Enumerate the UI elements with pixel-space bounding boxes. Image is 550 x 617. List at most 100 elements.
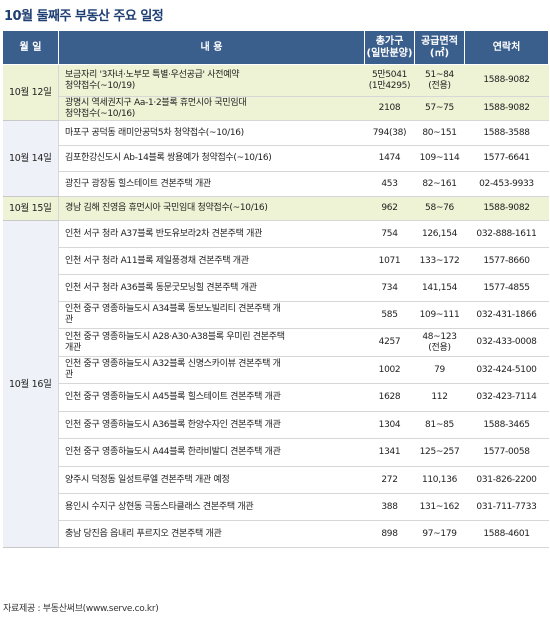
total-units-cell: 453	[364, 171, 415, 197]
contact-cell: 1588-3588	[464, 120, 549, 146]
header-total-units: 총가구 (일반분양)	[364, 30, 415, 65]
total-units-cell: 1341	[364, 438, 415, 467]
total-units-cell: 4257	[364, 328, 415, 357]
contact-cell: 032-888-1611	[464, 220, 549, 248]
supply-area-cell: 126,154	[414, 220, 465, 248]
total-units-cell: 1474	[364, 145, 415, 172]
page-title: 10월 둘째주 부동산 주요 일정	[4, 9, 164, 24]
table-row: 10월 15일 경남 김해 진영읍 휴먼시아 국민임대 청약접수(~10/16) 9…	[2, 196, 549, 221]
contact-cell: 1577-6641	[464, 145, 549, 172]
supply-area-cell: 57~75	[414, 96, 465, 121]
total-units-cell: 794(38)	[364, 120, 415, 146]
table-row: 김포한강신도시 Ab-14블록 쌍용예가 청약접수(~10/16) 1474 109…	[3, 145, 549, 172]
supply-area-cell: 79	[414, 356, 465, 384]
supply-area-cell: 112	[414, 383, 465, 412]
content-cell: 인천 중구 영종하늘도시 A44블록 한라비발디 견본주택 개관	[58, 438, 365, 467]
total-units-cell: 585	[364, 301, 415, 329]
contact-cell: 1588-9082	[464, 64, 549, 97]
header-month-day: 월 일	[2, 30, 59, 65]
total-units-cell: 962	[364, 196, 415, 221]
total-units-cell: 1071	[364, 247, 415, 275]
supply-area-cell: 48~123 (전용)	[414, 328, 465, 357]
table-row: 인천 중구 영종하늘도시 A45블록 힐스테이트 견본주택 개관 1628 112 0…	[3, 383, 549, 412]
total-units-cell: 5만5041 (1만4295)	[364, 64, 415, 97]
supply-area-cell: 58~76	[414, 196, 465, 221]
contact-cell: 032-424-5100	[464, 356, 549, 384]
total-units-cell: 272	[364, 466, 415, 494]
supply-area-cell: 81~85	[414, 411, 465, 439]
contact-cell: 1588-9082	[464, 196, 549, 221]
date-cell: 10월 16일	[2, 220, 59, 548]
content-cell: 인천 중구 영종하늘도시 A45블록 힐스테이트 견본주택 개관	[58, 383, 365, 412]
total-units-cell: 1304	[364, 411, 415, 439]
content-cell: 김포한강신도시 Ab-14블록 쌍용예가 청약접수(~10/16)	[58, 145, 365, 172]
contact-cell: 1577-4855	[464, 274, 549, 302]
content-cell: 경남 김해 진영읍 휴먼시아 국민임대 청약접수(~10/16)	[58, 196, 365, 221]
date-cell: 10월 15일	[2, 196, 59, 221]
table-row: 인천 중구 영종하늘도시 A34블록 동보노빌리티 견본주택 개 관 585 109~…	[3, 301, 549, 329]
contact-cell: 032-423-7114	[464, 383, 549, 412]
supply-area-cell: 110,136	[414, 466, 465, 494]
contact-cell: 1577-0058	[464, 438, 549, 467]
content-cell: 인천 중구 영종하늘도시 A28·A30·A38블록 우미린 견본주택 개관	[58, 328, 365, 357]
date-cell: 10월 12일	[2, 64, 59, 121]
table-row: 10월 14일 마포구 공덕동 래미안공덕5차 청약접수(~10/16) 794(3…	[2, 120, 549, 197]
content-cell: 광진구 광장동 힐스테이트 견본주택 개관	[58, 171, 365, 197]
total-units-cell: 754	[364, 220, 415, 248]
supply-area-cell: 109~111	[414, 301, 465, 329]
contact-cell: 1588-4601	[464, 520, 549, 548]
total-units-cell: 1628	[364, 383, 415, 412]
supply-area-cell: 125~257	[414, 438, 465, 467]
supply-area-cell: 109~114	[414, 145, 465, 172]
contact-cell: 032-433-0008	[464, 328, 549, 357]
supply-area-cell: 133~172	[414, 247, 465, 275]
total-units-cell: 898	[364, 520, 415, 548]
supply-area-cell: 80~151	[414, 120, 465, 146]
supply-area-cell: 141,154	[414, 274, 465, 302]
table-row: 인천 중구 영종하늘도시 A28·A30·A38블록 우미린 견본주택 개관 425…	[3, 328, 549, 357]
table-row: 광진구 광장동 힐스테이트 견본주택 개관 453 82~161 02-453-993…	[3, 171, 549, 197]
table-row: 용인시 수지구 상현동 극동스타클래스 견본주택 개관 388 131~162 031…	[3, 493, 549, 521]
contact-cell: 1588-9082	[464, 96, 549, 121]
contact-cell: 032-431-1866	[464, 301, 549, 329]
content-cell: 인천 서구 청라 A36블록 동문굿모닝힐 견본주택 개관	[58, 274, 365, 302]
total-units-cell: 388	[364, 493, 415, 521]
contact-cell: 1577-8660	[464, 247, 549, 275]
table-row: 광명시 역세권지구 Aa-1·2블록 휴먼시아 국민임대 청약접수(~10/16)…	[3, 96, 549, 121]
supply-area-cell: 51~84 (전용)	[414, 64, 465, 97]
schedule-table: 월 일 내 용 총가구 (일반분양) 공급면적 (㎡) 연락처 10월 12일 보금자…	[2, 30, 549, 548]
table-row: 인천 중구 영종하늘도시 A36블록 한양수자인 견본주택 개관 1304 81~8…	[3, 411, 549, 439]
content-cell: 인천 서구 청라 A37블록 반도유보라2차 견본주택 개관	[58, 220, 365, 248]
supply-area-cell: 131~162	[414, 493, 465, 521]
content-cell: 용인시 수지구 상현동 극동스타클래스 견본주택 개관	[58, 493, 365, 521]
content-cell: 인천 서구 청라 A11블록 제일풍경채 견본주택 개관	[58, 247, 365, 275]
content-cell: 보금자리 '3자녀·노부모 특별·우선공급' 사전예약 청약접수(~10/19)	[58, 64, 365, 97]
header-content: 내 용	[58, 30, 365, 65]
contact-cell: 031-826-2200	[464, 466, 549, 494]
date-cell: 10월 14일	[2, 120, 59, 197]
content-cell: 인천 중구 영종하늘도시 A36블록 한양수자인 견본주택 개관	[58, 411, 365, 439]
content-cell: 광명시 역세권지구 Aa-1·2블록 휴먼시아 국민임대 청약접수(~10/16)	[58, 96, 365, 121]
total-units-cell: 734	[364, 274, 415, 302]
header-contact: 연락처	[464, 30, 549, 65]
table-row: 인천 중구 영종하늘도시 A44블록 한라비발디 견본주택 개관 1341 125~…	[3, 438, 549, 467]
source-credit: 자료제공 : 부동산써브(www.serve.co.kr)	[3, 604, 159, 614]
content-cell: 마포구 공덕동 래미안공덕5차 청약접수(~10/16)	[58, 120, 365, 146]
table-header-row: 월 일 내 용 총가구 (일반분양) 공급면적 (㎡) 연락처	[2, 30, 549, 65]
table-row: 인천 서구 청라 A36블록 동문굿모닝힐 견본주택 개관 734 141,154 1…	[3, 274, 549, 302]
table-row: 10월 16일 인천 서구 청라 A37블록 반도유보라2차 견본주택 개관 754…	[2, 220, 549, 548]
content-cell: 양주시 덕정동 일성트루엘 견본주택 개관 예정	[58, 466, 365, 494]
table-row: 10월 12일 보금자리 '3자녀·노부모 특별·우선공급' 사전예약 청약접수(~…	[2, 64, 549, 121]
contact-cell: 02-453-9933	[464, 171, 549, 197]
table-row: 인천 서구 청라 A11블록 제일풍경채 견본주택 개관 1071 133~172 1…	[3, 247, 549, 275]
table-row: 충남 당진읍 읍내리 푸르지오 견본주택 개관 898 97~179 1588-460…	[3, 520, 549, 548]
total-units-cell: 2108	[364, 96, 415, 121]
header-supply-area: 공급면적 (㎡)	[414, 30, 465, 65]
content-cell: 충남 당진읍 읍내리 푸르지오 견본주택 개관	[58, 520, 365, 548]
table-row: 양주시 덕정동 일성트루엘 견본주택 개관 예정 272 110,136 031-82…	[3, 466, 549, 494]
total-units-cell: 1002	[364, 356, 415, 384]
contact-cell: 031-711-7733	[464, 493, 549, 521]
